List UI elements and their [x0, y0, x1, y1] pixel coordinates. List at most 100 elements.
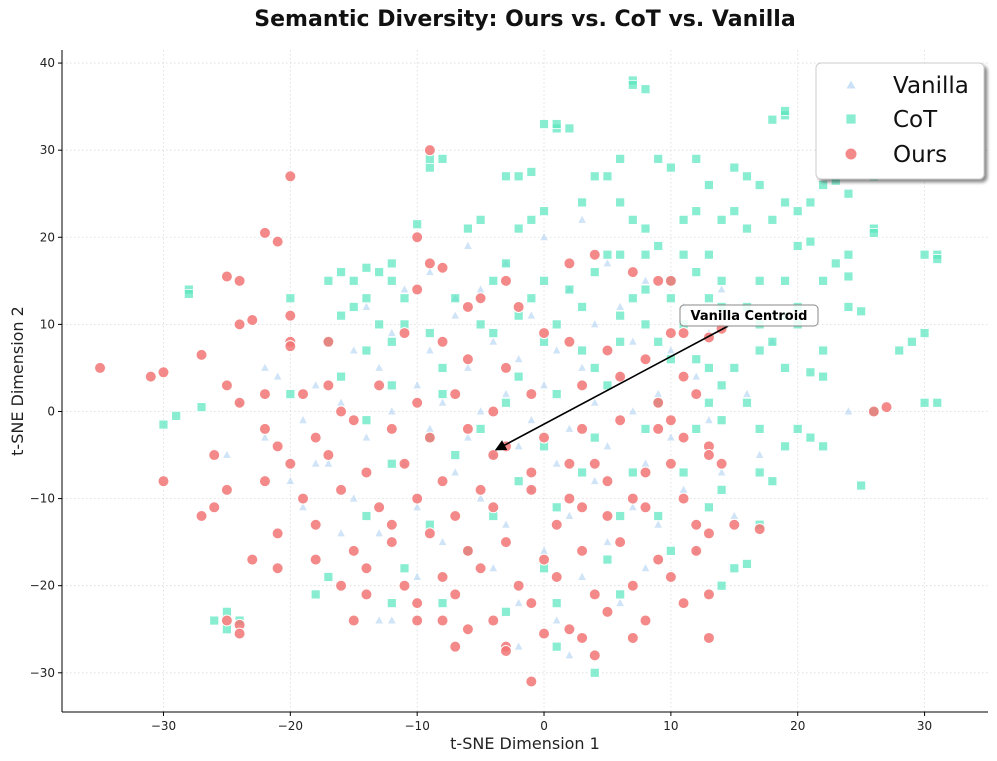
point-vanilla: [324, 459, 333, 467]
point-ours: [297, 492, 310, 505]
point-cot: [691, 206, 702, 217]
point-ours: [423, 527, 436, 540]
point-vanilla: [667, 433, 675, 441]
point-cot: [716, 484, 727, 495]
point-vanilla: [388, 616, 396, 624]
point-cot: [602, 554, 613, 565]
point-cot: [932, 254, 943, 264]
x-tick-label: 30: [917, 719, 932, 733]
series-ours: [94, 144, 893, 688]
y-tick-label: 30: [40, 143, 55, 157]
point-ours: [385, 518, 398, 531]
point-vanilla: [273, 372, 282, 380]
point-ours: [461, 544, 474, 557]
point-vanilla: [540, 233, 548, 241]
point-cot: [653, 511, 664, 521]
point-ours: [626, 266, 639, 279]
point-cot: [183, 288, 194, 299]
point-ours: [373, 379, 386, 392]
point-ours: [258, 226, 271, 239]
point-ours: [677, 431, 690, 444]
chart-title: Semantic Diversity: Ours vs. CoT vs. Van…: [254, 7, 795, 32]
point-ours: [411, 283, 424, 296]
point-cot: [602, 249, 613, 260]
legend-cot-marker: [845, 113, 857, 125]
point-cot: [437, 153, 448, 164]
point-cot: [805, 197, 816, 208]
legend-cot-label: CoT: [893, 107, 938, 133]
point-ours: [550, 518, 563, 531]
point-vanilla: [514, 355, 523, 363]
point-ours: [525, 483, 538, 496]
point-ours: [538, 431, 551, 444]
point-cot: [742, 223, 752, 234]
point-ours: [411, 597, 424, 610]
x-axis-label: t-SNE Dimension 1: [450, 734, 600, 753]
point-cot: [691, 424, 702, 434]
point-cot: [488, 275, 499, 286]
point-ours: [449, 640, 462, 653]
point-ours: [436, 475, 449, 488]
point-ours: [664, 274, 677, 287]
point-cot: [374, 267, 385, 278]
point-cot: [501, 171, 511, 182]
point-ours: [626, 631, 639, 644]
point-cot: [513, 371, 524, 382]
point-cot: [716, 580, 727, 591]
point-ours: [297, 388, 310, 401]
point-cot: [729, 363, 740, 373]
point-ours: [487, 405, 500, 418]
point-cot: [653, 153, 664, 164]
point-cot: [615, 249, 626, 260]
point-cot: [361, 345, 372, 356]
point-cot: [843, 271, 854, 282]
point-ours: [157, 366, 170, 379]
point-ours: [436, 614, 449, 627]
point-ours: [461, 300, 474, 313]
point-vanilla: [641, 459, 650, 467]
point-cot: [386, 258, 397, 269]
point-cot: [475, 214, 486, 225]
point-vanilla: [540, 546, 548, 554]
point-cot: [450, 450, 461, 460]
point-vanilla: [565, 511, 574, 520]
point-cot: [805, 236, 816, 247]
point-cot: [196, 402, 207, 413]
point-cot: [551, 641, 562, 652]
point-vanilla: [578, 363, 586, 371]
point-cot: [665, 162, 676, 173]
point-cot: [285, 389, 296, 399]
point-ours: [220, 270, 233, 283]
point-cot: [805, 432, 816, 443]
point-cot: [919, 397, 930, 408]
point-cot: [323, 275, 334, 286]
point-vanilla: [692, 372, 701, 380]
point-ours: [271, 235, 284, 248]
point-ours: [639, 501, 652, 514]
point-vanilla: [603, 442, 612, 450]
x-tick-label: −30: [151, 719, 176, 733]
point-vanilla: [730, 511, 739, 520]
point-vanilla: [527, 415, 536, 424]
point-vanilla: [337, 398, 345, 406]
point-cot: [323, 572, 334, 582]
point-vanilla: [426, 346, 434, 354]
y-tick-label: 40: [40, 56, 55, 70]
legend-vanilla-marker: [846, 80, 856, 89]
point-ours: [474, 483, 487, 496]
point-cot: [780, 363, 790, 373]
point-ours: [474, 292, 487, 305]
point-cot: [513, 476, 524, 487]
point-cot: [754, 467, 765, 478]
point-vanilla: [844, 407, 853, 415]
point-vanilla: [413, 503, 421, 511]
point-cot: [488, 328, 499, 338]
point-cot: [780, 441, 790, 452]
point-cot: [577, 467, 587, 478]
point-cot: [450, 293, 461, 304]
point-cot: [386, 598, 397, 609]
point-ours: [233, 274, 246, 287]
point-vanilla: [514, 598, 523, 607]
point-vanilla: [705, 415, 713, 424]
point-vanilla: [565, 651, 574, 659]
